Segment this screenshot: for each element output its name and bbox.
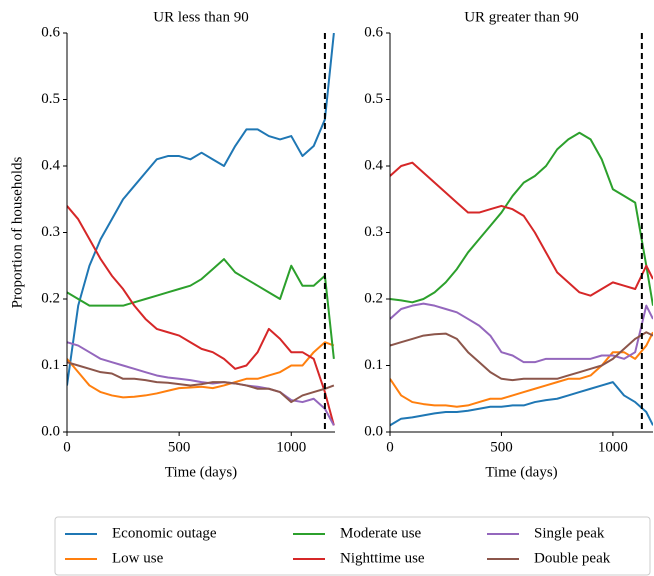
subplot-title: UR greater than 90	[464, 9, 579, 25]
legend-label: Nighttime use	[340, 550, 425, 566]
y-tick-label: 0.0	[364, 423, 383, 439]
y-tick-label: 0.0	[41, 423, 60, 439]
plot-area	[390, 33, 653, 432]
series-line	[67, 361, 335, 404]
series-line	[67, 205, 335, 426]
x-axis-label: Time (days)	[165, 464, 237, 480]
x-tick-label: 0	[63, 439, 71, 455]
y-tick-label: 0.5	[364, 91, 383, 107]
series-line	[390, 331, 653, 382]
legend-label: Low use	[112, 550, 164, 566]
y-tick-label: 0.6	[364, 24, 383, 40]
legend-label: Double peak	[534, 550, 611, 566]
y-tick-label: 0.2	[364, 290, 383, 306]
series-line	[390, 131, 653, 306]
x-tick-label: 500	[490, 439, 513, 455]
y-axis-label: Proportion of households	[9, 157, 25, 309]
y-tick-label: 0.3	[364, 224, 383, 240]
series-line	[67, 341, 335, 426]
y-tick-label: 0.1	[41, 357, 60, 373]
y-tick-label: 0.6	[41, 24, 60, 40]
subplot-title: UR less than 90	[153, 9, 248, 25]
legend-box	[54, 516, 651, 576]
legend-label: Single peak	[534, 525, 605, 541]
legend-label: Moderate use	[340, 525, 422, 541]
series-line	[390, 302, 653, 364]
series-line	[390, 161, 653, 297]
legend-label: Economic outage	[112, 525, 217, 541]
y-tick-label: 0.1	[364, 357, 383, 373]
plot-area	[67, 33, 335, 432]
x-tick-label: 500	[168, 439, 191, 455]
series-line	[67, 33, 335, 386]
y-tick-label: 0.3	[41, 224, 60, 240]
y-tick-label: 0.2	[41, 290, 60, 306]
x-tick-label: 1000	[276, 439, 306, 455]
series-line	[67, 341, 335, 399]
y-tick-label: 0.4	[364, 157, 383, 173]
x-tick-label: 1000	[598, 439, 628, 455]
x-tick-label: 0	[386, 439, 394, 455]
x-axis-label: Time (days)	[485, 464, 557, 480]
y-tick-label: 0.5	[41, 91, 60, 107]
series-line	[390, 381, 653, 427]
series-line	[390, 331, 653, 408]
series-line	[67, 258, 335, 359]
y-tick-label: 0.4	[41, 157, 60, 173]
